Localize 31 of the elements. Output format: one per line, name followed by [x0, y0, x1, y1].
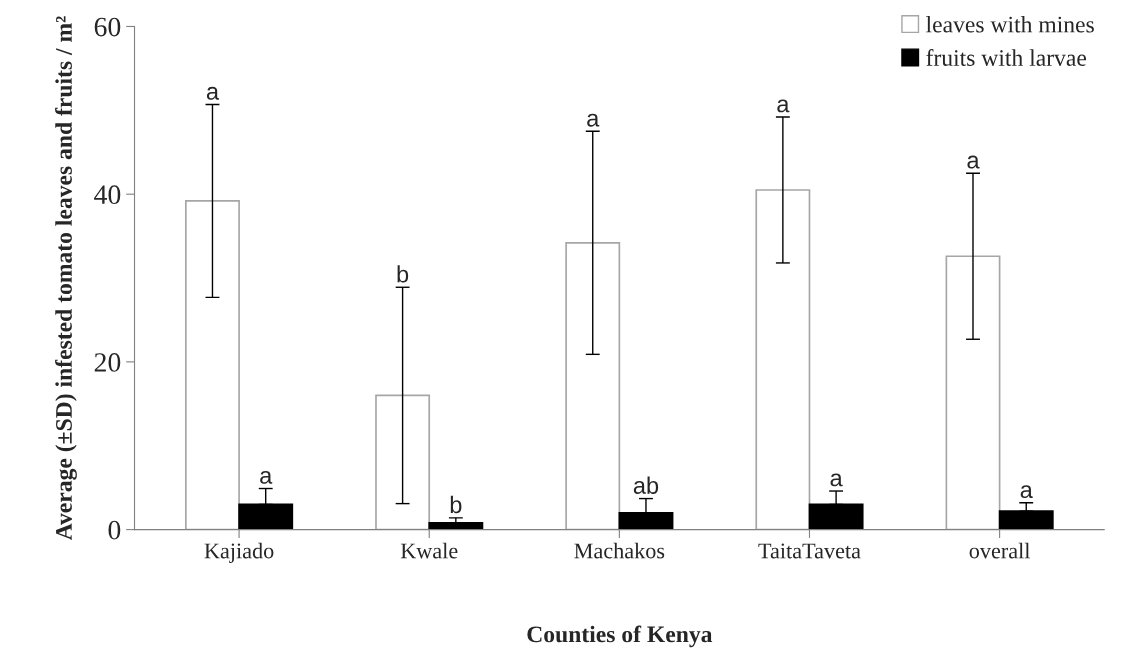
bar: [185, 200, 240, 530]
bar: [755, 189, 811, 530]
bar: [375, 394, 431, 530]
y-axis-title: Average (±SD) infested tomato leaves and fruits / m²: [55, 16, 77, 541]
bar: [998, 510, 1054, 530]
y-tick-label: 60: [94, 17, 121, 37]
x-tick-label: Machakos: [574, 542, 665, 559]
y-tick-label: 20: [94, 353, 121, 372]
x-tick-label: overall: [969, 542, 1031, 559]
bar: [565, 241, 621, 530]
x-axis-title: Counties of Kenya: [527, 625, 713, 648]
annotation: a: [830, 473, 843, 487]
legend-label: fruits with larvae: [926, 49, 1087, 66]
annotation: a: [777, 99, 790, 113]
x-tick-label: Kwale: [400, 542, 458, 559]
annotation: a: [967, 155, 980, 169]
y-tick-label: 40: [94, 185, 121, 205]
x-tick-label: Kajiado: [204, 542, 274, 563]
bar: [618, 511, 674, 530]
legend-label: leaves with mines: [926, 15, 1094, 33]
annotation: a: [260, 470, 273, 484]
bar: [428, 522, 484, 530]
annotation: a: [1020, 485, 1033, 499]
y-tick-label: 0: [108, 520, 121, 540]
annotation: a: [206, 86, 220, 100]
annotation: b: [397, 265, 409, 283]
annotation: a: [587, 113, 600, 127]
annotation: b: [450, 495, 462, 514]
annotation: ab: [633, 476, 659, 494]
x-tick-label: TaitaTaveta: [758, 543, 861, 559]
bar: [945, 255, 1001, 530]
